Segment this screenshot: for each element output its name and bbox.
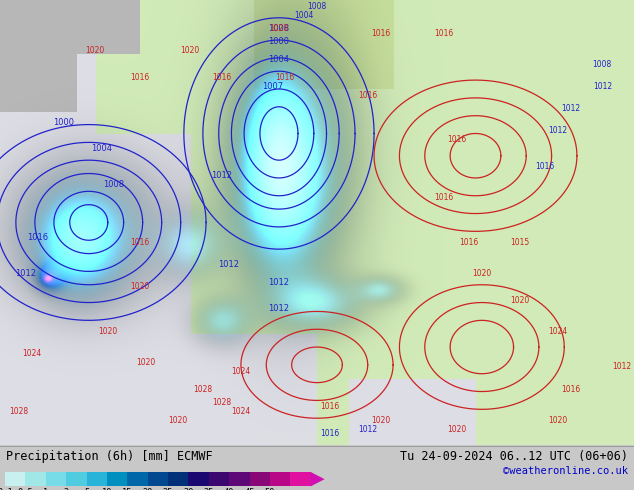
- Text: Precipitation (6h) [mm] ECMWF: Precipitation (6h) [mm] ECMWF: [6, 450, 213, 464]
- Text: 1020: 1020: [98, 327, 117, 336]
- Text: 1: 1: [43, 488, 48, 490]
- Text: 1008: 1008: [103, 180, 125, 189]
- Text: 1008: 1008: [268, 24, 290, 33]
- Text: 1004: 1004: [295, 11, 314, 20]
- Text: 1028: 1028: [193, 385, 212, 393]
- Text: 1016: 1016: [212, 73, 231, 82]
- Text: 15: 15: [122, 488, 133, 490]
- Bar: [25, 472, 46, 487]
- Text: 35: 35: [204, 488, 214, 490]
- Text: 1012: 1012: [217, 260, 239, 269]
- Bar: [66, 472, 87, 487]
- Text: 1028: 1028: [10, 407, 29, 416]
- Text: 45: 45: [244, 488, 255, 490]
- Text: 40: 40: [224, 488, 235, 490]
- Bar: [5, 472, 25, 487]
- Text: 1020: 1020: [181, 47, 200, 55]
- Text: 1024: 1024: [231, 367, 250, 376]
- Bar: [229, 472, 250, 487]
- Bar: [87, 472, 107, 487]
- Text: 1008: 1008: [307, 2, 327, 11]
- Text: 1012: 1012: [211, 171, 233, 180]
- Bar: [209, 472, 229, 487]
- Bar: [168, 472, 188, 487]
- Text: 1012: 1012: [15, 269, 36, 278]
- Text: 1020: 1020: [86, 47, 105, 55]
- Text: Tu 24-09-2024 06..12 UTC (06+06): Tu 24-09-2024 06..12 UTC (06+06): [399, 450, 628, 464]
- Text: 1016: 1016: [130, 238, 149, 246]
- Text: 1000: 1000: [268, 38, 290, 47]
- Text: 1008: 1008: [593, 60, 612, 69]
- Bar: [127, 472, 148, 487]
- Text: 1007: 1007: [262, 82, 283, 91]
- Text: 1020: 1020: [447, 424, 466, 434]
- Text: 1020: 1020: [269, 24, 288, 33]
- Text: 1020: 1020: [130, 282, 149, 291]
- Text: 1012: 1012: [593, 82, 612, 91]
- Text: 1016: 1016: [276, 73, 295, 82]
- Bar: [250, 472, 270, 487]
- Text: 1012: 1012: [612, 362, 631, 371]
- Polygon shape: [311, 472, 325, 487]
- Text: 1012: 1012: [561, 104, 580, 113]
- Text: 1028: 1028: [212, 398, 231, 407]
- Text: 2: 2: [63, 488, 69, 490]
- Text: 1020: 1020: [168, 416, 187, 425]
- Text: 1016: 1016: [536, 162, 555, 171]
- Text: 1016: 1016: [320, 429, 339, 438]
- Text: 1012: 1012: [548, 126, 567, 135]
- Text: 1000: 1000: [53, 118, 74, 126]
- Text: 1004: 1004: [91, 144, 112, 153]
- Bar: [46, 472, 66, 487]
- Text: 20: 20: [143, 488, 153, 490]
- Bar: [188, 472, 209, 487]
- Bar: [148, 472, 168, 487]
- Text: 1012: 1012: [268, 304, 290, 314]
- Text: ©weatheronline.co.uk: ©weatheronline.co.uk: [503, 466, 628, 476]
- Text: 1016: 1016: [561, 385, 580, 393]
- Text: 1024: 1024: [548, 327, 567, 336]
- Text: 5: 5: [84, 488, 89, 490]
- Text: 1016: 1016: [371, 28, 390, 38]
- Text: 1020: 1020: [371, 416, 390, 425]
- Text: 50: 50: [264, 488, 275, 490]
- Bar: [290, 472, 311, 487]
- Text: 1015: 1015: [510, 238, 529, 246]
- Text: 1012: 1012: [358, 424, 377, 434]
- Text: 1016: 1016: [460, 238, 479, 246]
- Bar: [270, 472, 290, 487]
- Text: 10: 10: [101, 488, 112, 490]
- Text: 1016: 1016: [447, 135, 466, 145]
- Text: 1012: 1012: [268, 278, 290, 287]
- Text: 1020: 1020: [472, 269, 491, 278]
- Text: 30: 30: [183, 488, 193, 490]
- Text: 1020: 1020: [548, 416, 567, 425]
- Text: 1016: 1016: [434, 28, 453, 38]
- Text: 1016: 1016: [434, 193, 453, 202]
- Text: 0.1: 0.1: [0, 488, 13, 490]
- Text: 1020: 1020: [136, 358, 155, 367]
- Text: 1004: 1004: [268, 55, 290, 64]
- Text: 1020: 1020: [510, 295, 529, 305]
- Text: 1024: 1024: [231, 407, 250, 416]
- Text: 1016: 1016: [27, 233, 49, 242]
- Text: 1024: 1024: [22, 349, 41, 358]
- Text: 1016: 1016: [130, 73, 149, 82]
- Text: 1016: 1016: [358, 91, 377, 100]
- Bar: [107, 472, 127, 487]
- Text: 0.5: 0.5: [18, 488, 34, 490]
- Text: 25: 25: [163, 488, 173, 490]
- Text: 1016: 1016: [320, 402, 339, 411]
